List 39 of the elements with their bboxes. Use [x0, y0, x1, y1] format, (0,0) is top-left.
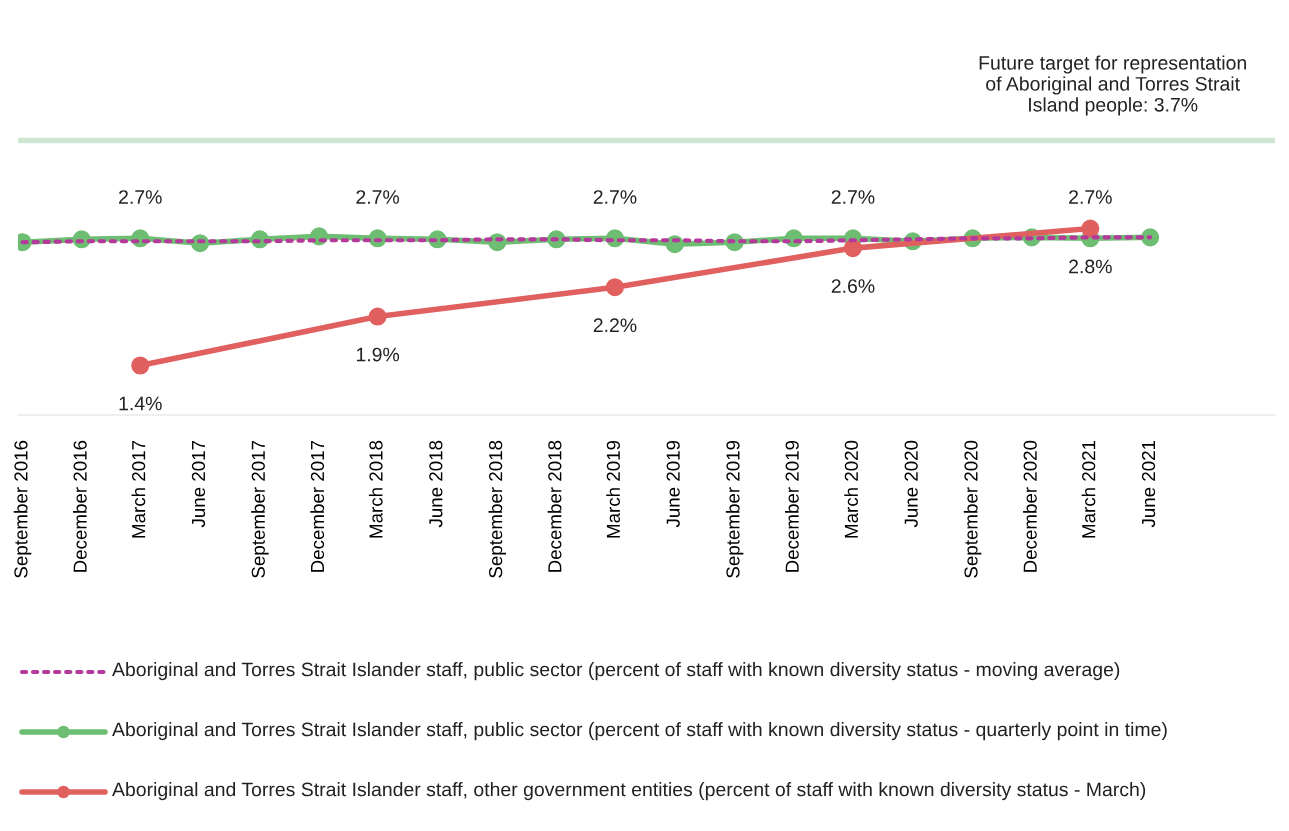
point [1081, 219, 1100, 238]
data-label: 2.6% [831, 279, 875, 293]
point [843, 239, 862, 258]
legend-label: Aboriginal and Torres Strait Islander staff, public sector (percent of staff with known diversity status - moving average) [112, 662, 1120, 681]
x-tick-label: September 2019 [725, 440, 744, 578]
data-label: 2.7% [356, 190, 400, 204]
data-label: 2.7% [1069, 190, 1112, 204]
data-label: 2.8% [1069, 259, 1112, 274]
x-tick-label: March 2020 [844, 440, 858, 538]
x-tick-label: March 2019 [606, 440, 620, 538]
point [368, 307, 387, 326]
data-label: 2.7% [119, 190, 162, 204]
x-tick-label: December 2019 [785, 440, 799, 572]
x-tick-label: June 2017 [191, 440, 206, 528]
x-tick-label: June 2021 [1141, 440, 1156, 528]
x-tick-label: September 2018 [488, 440, 506, 578]
x-tick-label: December 2017 [310, 440, 325, 572]
x-tick-label: June 2020 [904, 440, 918, 528]
x-tick-label: December 2018 [547, 440, 562, 572]
x-tick-label: September 2020 [963, 440, 982, 578]
data-label: 2.7% [831, 190, 875, 204]
x-tick-label: December 2016 [72, 440, 87, 572]
x-tick-label: September 2017 [251, 440, 269, 578]
x-tick-label: March 2021 [1081, 440, 1096, 538]
point [605, 278, 624, 297]
data-label: 2.7% [593, 190, 637, 204]
legend-label: Aboriginal and Torres Strait Islander staff, other government entities (percent of staff with known diversity status - March) [112, 782, 1146, 801]
legend-label: Aboriginal and Torres Strait Islander staff, public sector (percent of staff with known diversity status - quarterly point in time) [112, 722, 1167, 741]
x-tick-label: March 2017 [131, 440, 146, 538]
x-tick-label: June 2019 [666, 440, 680, 528]
data-label: 1.4% [119, 396, 162, 411]
point [131, 356, 150, 375]
data-label: 1.9% [356, 347, 400, 362]
x-tick-label: March 2018 [368, 440, 383, 538]
data-label: 2.2% [593, 318, 637, 332]
x-tick-label: September 2016 [13, 440, 32, 578]
x-tick-label: December 2020 [1023, 440, 1037, 572]
x-tick-label: June 2018 [429, 440, 443, 528]
ref-line-label: Future target for representation of Aboriginal and Torres Strait Island people: 3.7% [979, 55, 1246, 116]
